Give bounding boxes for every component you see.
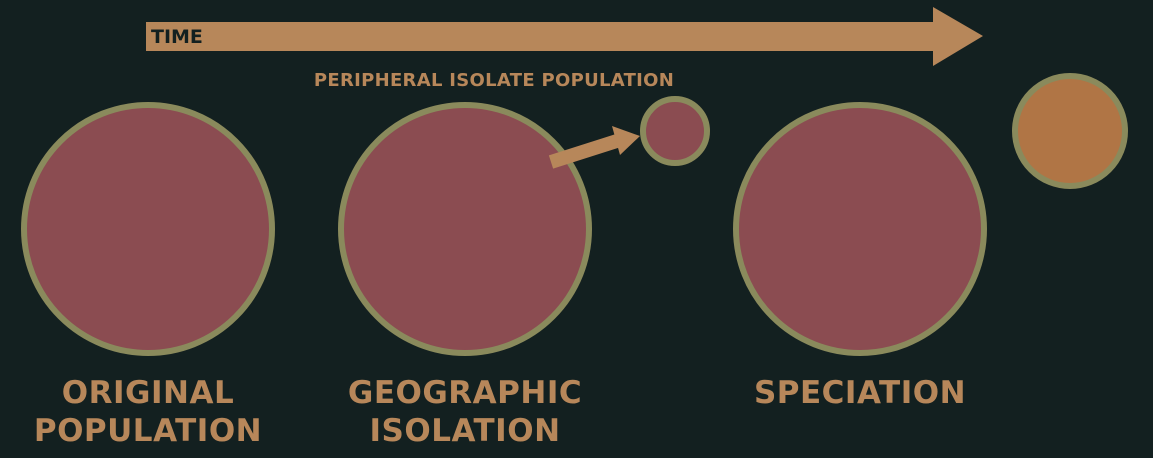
- peripheral-isolate-circle: [640, 96, 710, 166]
- isolation-main-population-circle: [338, 102, 592, 356]
- stage-label-line1: ORIGINAL: [61, 375, 235, 411]
- stage-label-speciation: SPECIATION: [736, 374, 984, 412]
- time-label: TIME: [151, 26, 203, 48]
- stage-label-line2: ISOLATION: [369, 413, 561, 449]
- stage-label-line1: GEOGRAPHIC: [347, 375, 583, 411]
- time-arrow: [146, 7, 983, 66]
- migration-arrow: [548, 126, 640, 169]
- stage-label-line1: SPECIATION: [753, 375, 967, 411]
- original-population-circle: [21, 102, 275, 356]
- peripheral-isolate-label: PERIPHERAL ISOLATE POPULATION: [313, 70, 675, 91]
- speciation-main-population-circle: [733, 102, 987, 356]
- stage-label-original-population: ORIGINAL POPULATION: [28, 374, 268, 450]
- stage-label-line2: POPULATION: [33, 413, 263, 449]
- new-species-circle: [1012, 73, 1128, 189]
- stage-label-geographic-isolation: GEOGRAPHIC ISOLATION: [340, 374, 590, 450]
